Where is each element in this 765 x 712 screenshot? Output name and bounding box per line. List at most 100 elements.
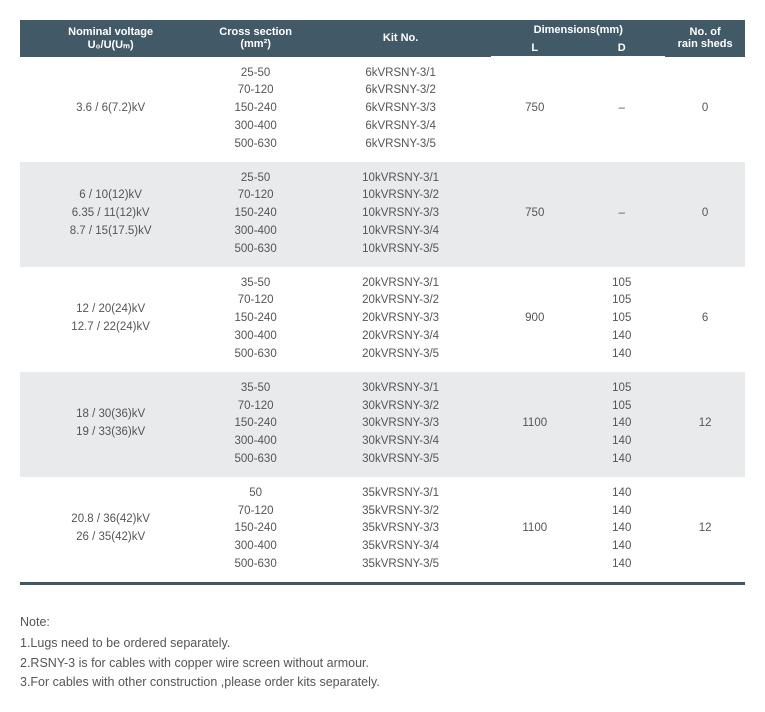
- cell-voltage-value: 12 / 20(24)kV: [26, 301, 195, 319]
- cell-dim-d-value: 105: [584, 398, 659, 416]
- cell-voltage-value: 26 / 35(42)kV: [26, 529, 195, 547]
- col-dim-d: D: [578, 40, 665, 57]
- cell-voltage-value: 6.35 / 11(12)kV: [26, 205, 195, 223]
- cell-cross-section-value: 500-630: [207, 241, 304, 259]
- cell-cross-section-value: 35-50: [207, 380, 304, 398]
- cell-voltage-value: 18 / 30(36)kV: [26, 406, 195, 424]
- cell-cross-section-value: 300-400: [207, 223, 304, 241]
- cell-dim-d-value: 105: [584, 310, 659, 328]
- col-voltage-sub: U₀/U(Uₘ): [26, 38, 195, 51]
- cell-kit-no-value: 35kVRSNY-3/1: [316, 485, 485, 503]
- cell-cross-section-value: 70-120: [207, 398, 304, 416]
- cell-rain-sheds: 12: [665, 477, 745, 584]
- cell-cross-section: 5070-120150-240300-400500-630: [201, 477, 310, 584]
- cell-dim-d-value: 140: [584, 328, 659, 346]
- cell-dim-d-value: 105: [584, 292, 659, 310]
- col-voltage: Nominal voltage U₀/U(Uₘ): [20, 20, 201, 57]
- cell-dim-d-value: 140: [584, 538, 659, 556]
- cell-cross-section-value: 70-120: [207, 503, 304, 521]
- cell-kit-no-value: 30kVRSNY-3/4: [316, 433, 485, 451]
- cell-cross-section: 25-5070-120150-240300-400500-630: [201, 162, 310, 267]
- cell-cross-section-value: 150-240: [207, 415, 304, 433]
- cell-cross-section: 35-5070-120150-240300-400500-630: [201, 372, 310, 477]
- cell-rain-sheds: 0: [665, 57, 745, 162]
- cell-dim-d-value: 140: [584, 415, 659, 433]
- cell-dim-l: 750: [491, 162, 578, 267]
- cell-dim-l-value: 750: [497, 100, 572, 118]
- col-cross-top: Cross section: [207, 26, 304, 38]
- cell-cross-section-value: 300-400: [207, 538, 304, 556]
- cell-rain-sheds-value: 0: [671, 100, 739, 118]
- cell-cross-section: 25-5070-120150-240300-400500-630: [201, 57, 310, 162]
- note-line: 3.For cables with other construction ,pl…: [20, 673, 745, 692]
- cell-kit-no-value: 35kVRSNY-3/4: [316, 538, 485, 556]
- note-line: 1.Lugs need to be ordered separately.: [20, 634, 745, 653]
- cell-kit-no-value: 10kVRSNY-3/1: [316, 170, 485, 188]
- cell-cross-section-value: 70-120: [207, 292, 304, 310]
- cell-voltage: 6 / 10(12)kV6.35 / 11(12)kV8.7 / 15(17.5…: [20, 162, 201, 267]
- cell-dim-l-value: 900: [497, 310, 572, 328]
- cell-kit-no: 6kVRSNY-3/16kVRSNY-3/26kVRSNY-3/36kVRSNY…: [310, 57, 491, 162]
- col-kit: Kit No.: [310, 20, 491, 57]
- cell-kit-no-value: 10kVRSNY-3/5: [316, 241, 485, 259]
- spec-table: Nominal voltage U₀/U(Uₘ) Cross section (…: [20, 20, 745, 585]
- cell-kit-no-value: 35kVRSNY-3/5: [316, 556, 485, 574]
- cell-voltage-value: 6 / 10(12)kV: [26, 187, 195, 205]
- cell-voltage: 3.6 / 6(7.2)kV: [20, 57, 201, 162]
- cell-cross-section-value: 150-240: [207, 100, 304, 118]
- cell-dim-d-value: 140: [584, 520, 659, 538]
- cell-kit-no-value: 6kVRSNY-3/2: [316, 82, 485, 100]
- cell-cross-section-value: 70-120: [207, 82, 304, 100]
- cell-kit-no-value: 20kVRSNY-3/2: [316, 292, 485, 310]
- cell-cross-section-value: 50: [207, 485, 304, 503]
- cell-rain-sheds: 0: [665, 162, 745, 267]
- cell-cross-section-value: 25-50: [207, 170, 304, 188]
- col-voltage-top: Nominal voltage: [26, 26, 195, 38]
- cell-dim-d-value: 140: [584, 433, 659, 451]
- cell-kit-no-value: 20kVRSNY-3/3: [316, 310, 485, 328]
- cell-kit-no-value: 35kVRSNY-3/2: [316, 503, 485, 521]
- cell-dim-d-value: –: [584, 205, 659, 223]
- cell-dim-d-value: –: [584, 100, 659, 118]
- cell-voltage-value: 20.8 / 36(42)kV: [26, 511, 195, 529]
- cell-dim-d: –: [578, 57, 665, 162]
- cell-kit-no: 10kVRSNY-3/110kVRSNY-3/210kVRSNY-3/310kV…: [310, 162, 491, 267]
- cell-dim-d-value: 140: [584, 346, 659, 364]
- cell-dim-d-value: 140: [584, 451, 659, 469]
- col-dimensions: Dimensions(mm): [491, 20, 665, 40]
- cell-dim-d-value: 105: [584, 275, 659, 293]
- note-block: Note: 1.Lugs need to be ordered separate…: [20, 613, 745, 693]
- cell-cross-section: 35-5070-120150-240300-400500-630: [201, 267, 310, 372]
- cell-dim-l: 750: [491, 57, 578, 162]
- cell-kit-no: 20kVRSNY-3/120kVRSNY-3/220kVRSNY-3/3 20kV…: [310, 267, 491, 372]
- col-sheds-top: No. of: [671, 26, 739, 38]
- cell-kit-no: 35kVRSNY-3/135kVRSNY-3/235kVRSNY-3/335kV…: [310, 477, 491, 584]
- cell-kit-no-value: 20kVRSNY-3/1: [316, 275, 485, 293]
- table-body: 3.6 / 6(7.2)kV25-5070-120150-240300-4005…: [20, 57, 745, 584]
- cell-rain-sheds: 6: [665, 267, 745, 372]
- cell-dim-d-value: 140: [584, 556, 659, 574]
- cell-voltage-value: 12.7 / 22(24)kV: [26, 319, 195, 337]
- cell-kit-no-value: 30kVRSNY-3/3: [316, 415, 485, 433]
- cell-voltage-value: 8.7 / 15(17.5)kV: [26, 223, 195, 241]
- table-row: 18 / 30(36)kV19 / 33(36)kV 35-5070-120150…: [20, 372, 745, 477]
- table-row: 3.6 / 6(7.2)kV25-5070-120150-240300-4005…: [20, 57, 745, 162]
- cell-cross-section-value: 500-630: [207, 451, 304, 469]
- cell-rain-sheds-value: 12: [671, 415, 739, 433]
- cell-kit-no-value: 30kVRSNY-3/5: [316, 451, 485, 469]
- cell-kit-no-value: 20kVRSNY-3/5: [316, 346, 485, 364]
- cell-cross-section-value: 300-400: [207, 328, 304, 346]
- table-row: 6 / 10(12)kV6.35 / 11(12)kV8.7 / 15(17.5…: [20, 162, 745, 267]
- table-row: 12 / 20(24)kV12.7 / 22(24)kV 35-5070-1201…: [20, 267, 745, 372]
- cell-dim-d: 105105140140140: [578, 372, 665, 477]
- cell-dim-d: –: [578, 162, 665, 267]
- cell-voltage-value: 19 / 33(36)kV: [26, 424, 195, 442]
- cell-kit-no-value: 10kVRSNY-3/4: [316, 223, 485, 241]
- cell-kit-no-value: 6kVRSNY-3/1: [316, 65, 485, 83]
- cell-dim-l-value: 750: [497, 205, 572, 223]
- cell-kit-no-value: 10kVRSNY-3/2: [316, 187, 485, 205]
- cell-cross-section-value: 500-630: [207, 136, 304, 154]
- cell-dim-d-value: 140: [584, 503, 659, 521]
- cell-cross-section-value: 300-400: [207, 433, 304, 451]
- cell-cross-section-value: 500-630: [207, 346, 304, 364]
